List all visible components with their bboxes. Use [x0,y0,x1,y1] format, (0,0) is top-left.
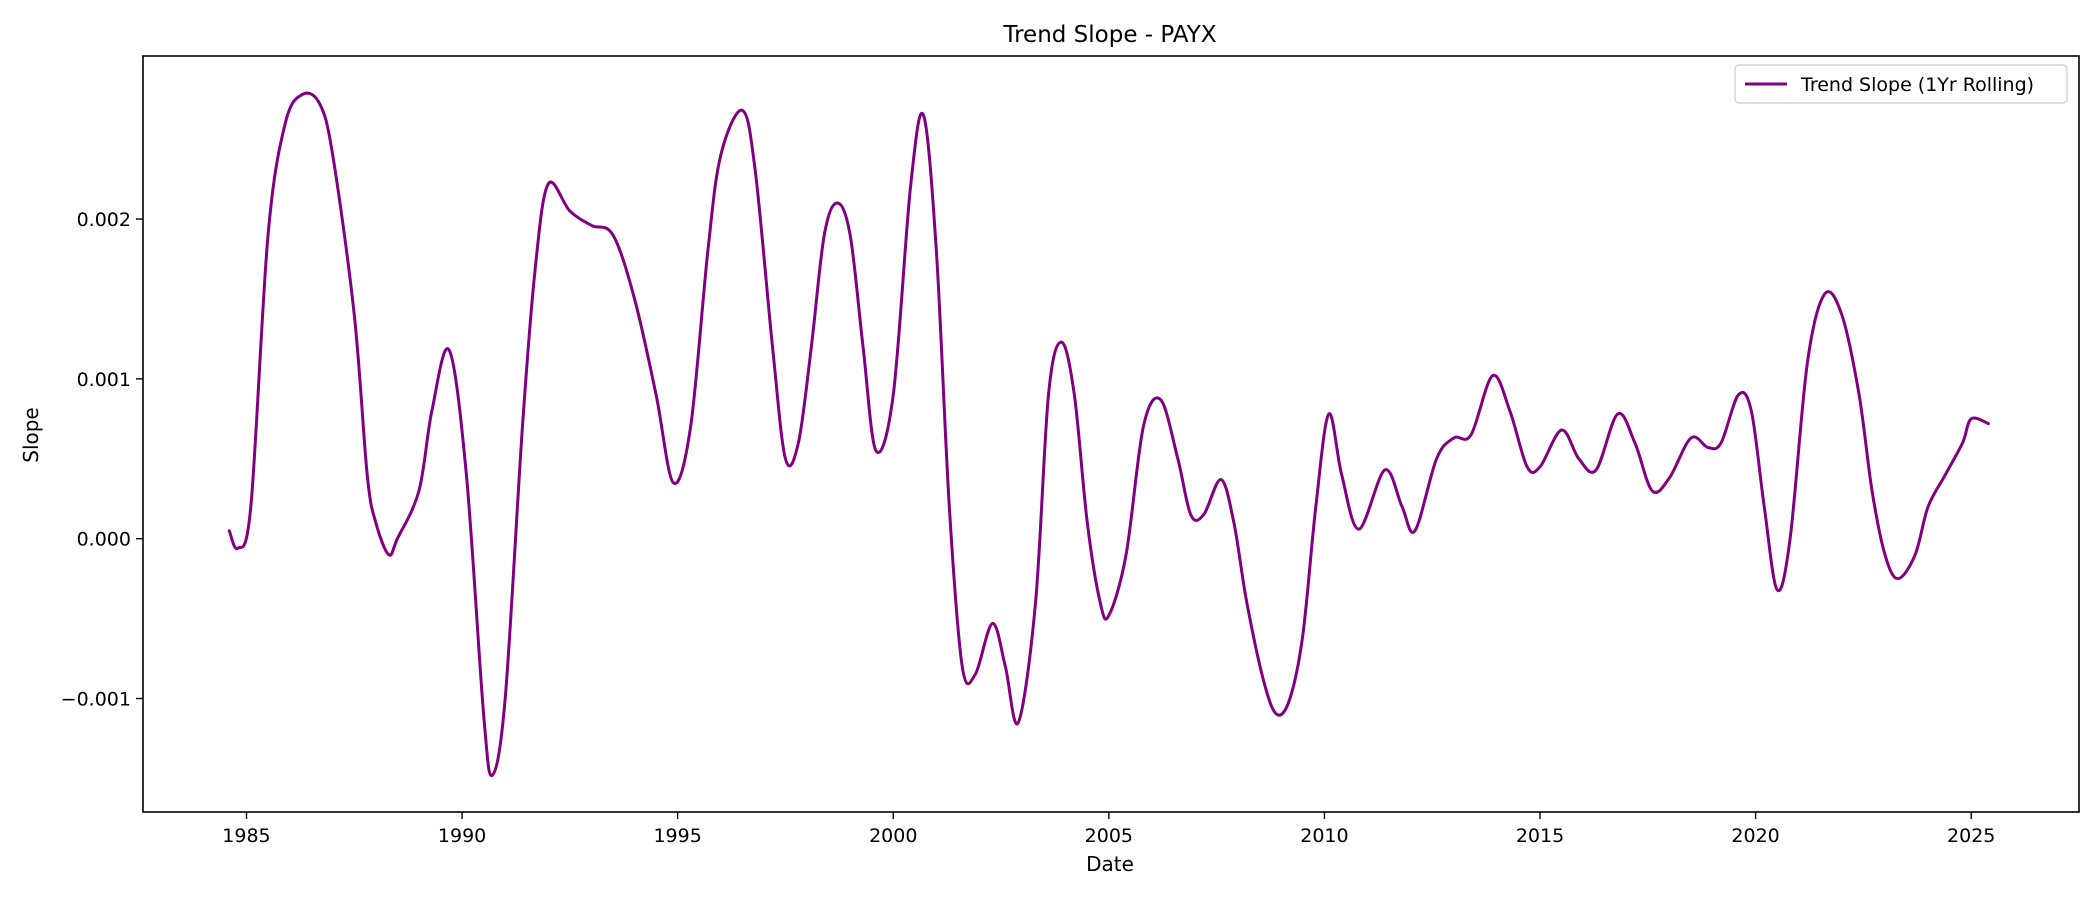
x-tick-label: 2010 [1300,825,1348,847]
plot-frame [142,55,2080,813]
y-tick-label: −0.001 [61,689,131,711]
x-tick-label: 1990 [438,825,486,847]
y-axis-title: Slope [19,407,43,463]
legend: Trend Slope (1Yr Rolling) [1734,64,2068,104]
x-tick-label: 1985 [222,825,270,847]
legend-box [1734,64,2068,104]
x-tick-label: 1995 [653,825,701,847]
legend-label: Trend Slope (1Yr Rolling) [1800,74,2034,96]
x-tick-label: 2015 [1516,825,1564,847]
x-tick-label: 2005 [1085,825,1133,847]
x-tick-label: 2025 [1947,825,1995,847]
y-tick-label: 0.001 [77,369,131,391]
x-tick-label: 2020 [1731,825,1779,847]
y-axis: −0.001 0.000 0.001 0.002 [61,209,143,711]
x-axis-title: Date [1086,852,1134,876]
trend-slope-line [227,91,1990,778]
y-tick-label: 0.000 [77,529,131,551]
x-axis: 1985 1990 1995 2000 2005 2010 2015 2020 2025 [222,812,1995,847]
x-tick-label: 2000 [869,825,917,847]
y-tick-label: 0.002 [77,209,131,231]
plot-area: 1985 1990 1995 2000 2005 2010 2015 2020 2025 −0.… [61,55,2080,847]
chart-title: Trend Slope - PAYX [1002,22,1216,48]
